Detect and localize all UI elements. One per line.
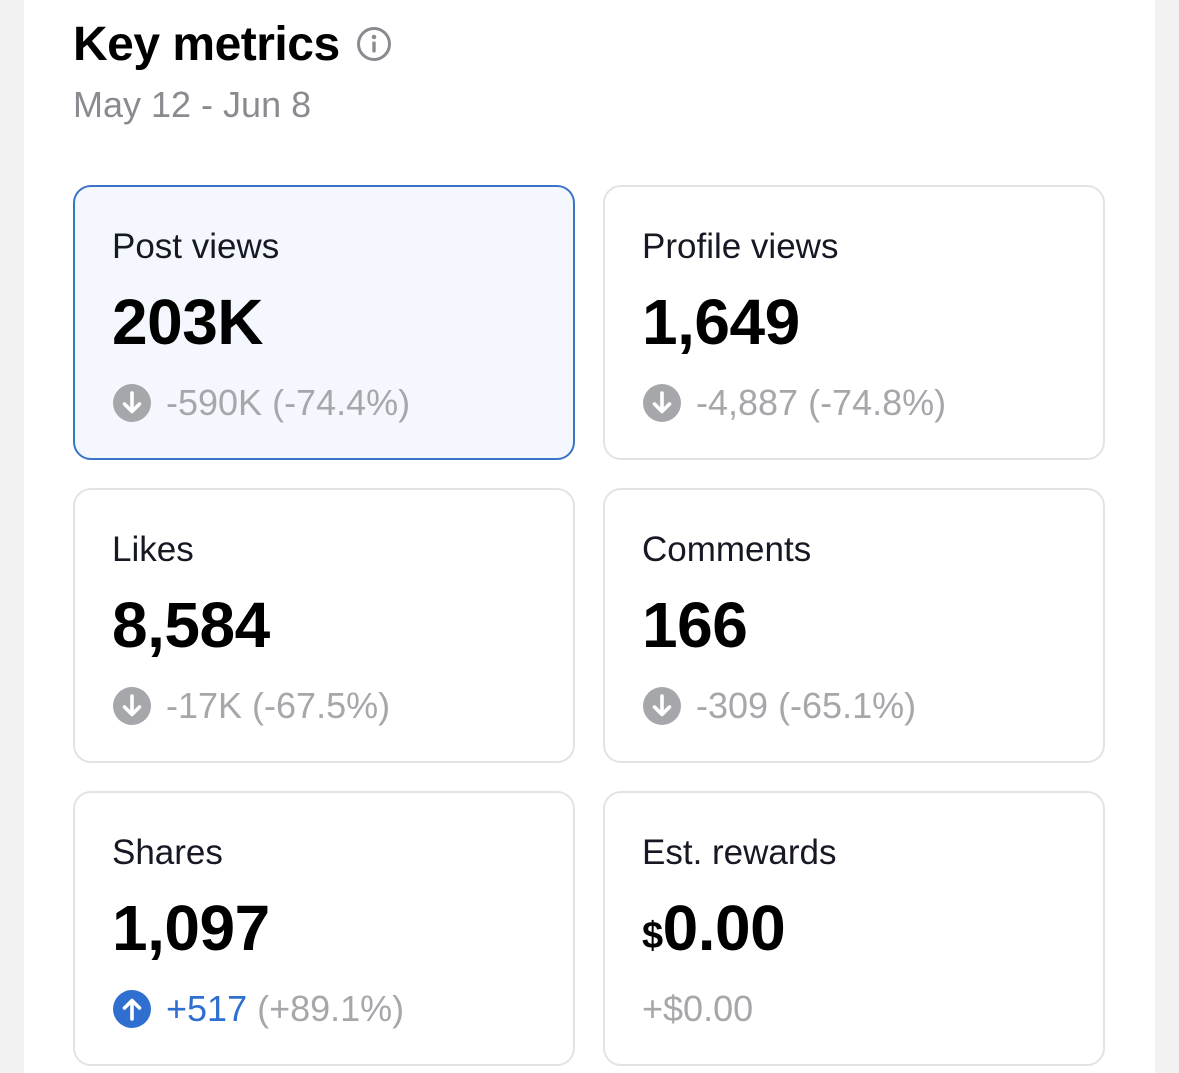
change-percent: (-74.4%) [272, 382, 411, 423]
metric-value: 8,584 [112, 589, 270, 661]
metric-card-comments[interactable]: Comments 166 -309 (-65.1%) [603, 488, 1105, 763]
metric-change: +517 (+89.1%) [112, 987, 404, 1031]
change-percent: (+89.1%) [257, 988, 405, 1029]
info-circle-icon[interactable] [356, 26, 392, 62]
metric-change: -17K (-67.5%) [112, 684, 390, 728]
metric-label: Est. rewards [642, 833, 837, 872]
metric-change: -4,887 (-74.8%) [642, 381, 946, 425]
page-title: Key metrics [73, 17, 340, 71]
change-percent: (-67.5%) [252, 685, 391, 726]
metric-change: -590K (-74.4%) [112, 381, 410, 425]
change-percent: (-74.8%) [808, 382, 947, 423]
metric-label: Comments [642, 530, 812, 569]
change-amount: -17K [166, 685, 243, 726]
arrow-down-circle-icon [643, 687, 681, 725]
metric-value: 166 [642, 589, 748, 661]
change-amount: +517 [166, 988, 248, 1029]
arrow-down-circle-icon [643, 384, 681, 422]
metric-label: Profile views [642, 227, 839, 266]
change-percent: (-65.1%) [778, 685, 917, 726]
metric-label: Post views [112, 227, 280, 266]
arrow-up-circle-icon [113, 990, 151, 1028]
change-amount: -309 [696, 685, 769, 726]
metric-card-profile-views[interactable]: Profile views 1,649 -4,887 (-74.8%) [603, 185, 1105, 460]
metric-value: 1,097 [112, 892, 270, 964]
metric-card-est-rewards[interactable]: Est. rewards $0.00 +$0.00 [603, 791, 1105, 1066]
arrow-down-circle-icon [113, 687, 151, 725]
metric-value: $0.00 [642, 891, 786, 965]
key-metrics-header: Key metrics [73, 14, 392, 74]
metric-card-shares[interactable]: Shares 1,097 +517 (+89.1%) [73, 791, 575, 1066]
change-amount: -4,887 [696, 382, 799, 423]
metric-card-likes[interactable]: Likes 8,584 -17K (-67.5%) [73, 488, 575, 763]
metric-label: Shares [112, 833, 223, 872]
date-range: May 12 - Jun 8 [73, 84, 312, 125]
metric-change: -309 (-65.1%) [642, 684, 916, 728]
metric-label: Likes [112, 530, 194, 569]
change-amount: -590K [166, 382, 263, 423]
metric-card-post-views[interactable]: Post views 203K -590K (-74.4%) [73, 185, 575, 460]
metric-value: 203K [112, 286, 264, 358]
arrow-down-circle-icon [113, 384, 151, 422]
currency-symbol: $ [642, 915, 663, 957]
change-amount: +$0.00 [642, 988, 754, 1029]
metric-value-amount: 0.00 [662, 892, 786, 964]
metric-change: +$0.00 [642, 987, 753, 1031]
metric-value: 1,649 [642, 286, 800, 358]
